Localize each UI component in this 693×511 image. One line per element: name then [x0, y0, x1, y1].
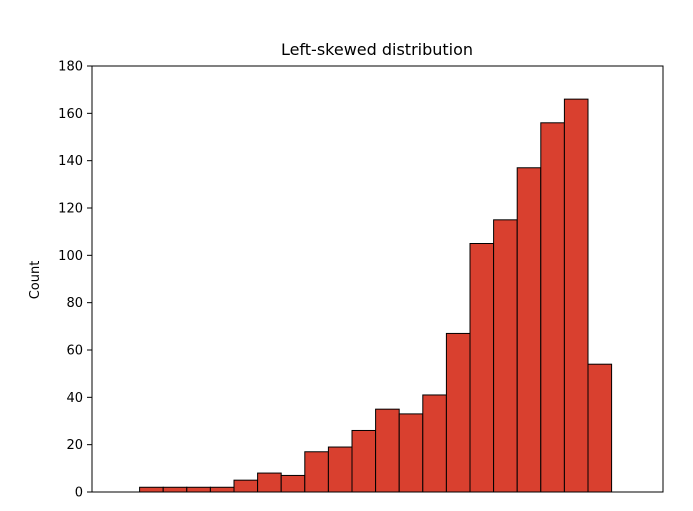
histogram-bar [493, 219, 518, 493]
y-tick-label: 140 [58, 154, 83, 169]
plot-frame [91, 65, 664, 493]
y-tick-label: 0 [75, 486, 83, 501]
histogram-bar [186, 486, 211, 493]
histogram-bar [209, 486, 235, 493]
histogram-bar [516, 167, 542, 493]
histogram-bar [162, 486, 188, 493]
y-tick-label: 120 [58, 202, 83, 217]
histogram-bar [563, 98, 589, 493]
chart-title: Left-skewed distribution [281, 40, 473, 59]
histogram-bar [398, 413, 424, 493]
histogram-bar [375, 408, 400, 493]
y-axis-label: Count [28, 261, 43, 300]
histogram-bar [139, 486, 164, 493]
histogram-bar [233, 479, 259, 493]
histogram-bar [540, 122, 565, 493]
histogram-bar [351, 429, 377, 493]
y-tick-label: 60 [66, 344, 83, 359]
histogram-bar [304, 451, 329, 493]
y-tick-label: 80 [66, 296, 83, 311]
y-axis-ticks: 0 20 40 60 80 100 120 140 160 180 [58, 60, 92, 501]
y-tick-label: 180 [58, 60, 83, 75]
histogram-bar [445, 332, 471, 493]
histogram-bar [469, 243, 495, 493]
y-tick-label: 160 [58, 107, 83, 122]
histogram-bar [422, 394, 447, 493]
y-tick-label: 100 [58, 249, 83, 264]
histogram-bar [587, 363, 613, 493]
histogram-bar [280, 474, 306, 493]
y-tick-label: 40 [66, 391, 83, 406]
y-tick-label: 20 [66, 438, 83, 453]
histogram-bar [257, 472, 282, 493]
histogram-bar [327, 446, 353, 493]
histogram-bars [139, 98, 613, 493]
